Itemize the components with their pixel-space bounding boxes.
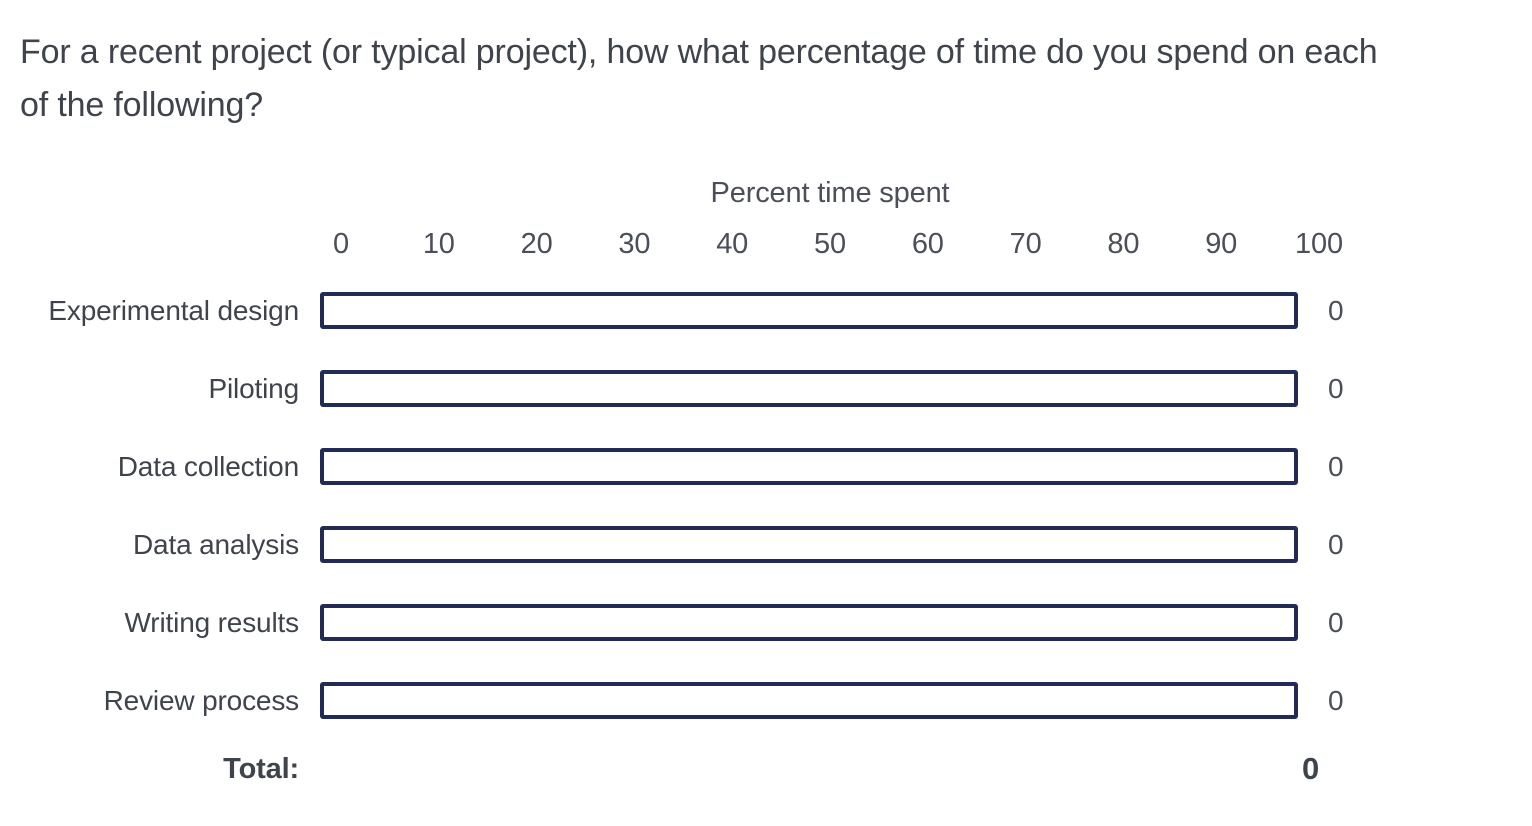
question-line-2: of the following? <box>20 86 263 124</box>
row-value: 0 <box>1328 606 1344 638</box>
question-text: For a recent project (or typical project… <box>20 26 1512 132</box>
row-label: Writing results <box>124 606 300 638</box>
row-label: Experimental design <box>48 294 299 326</box>
axis-tick-label: 90 <box>1205 228 1238 260</box>
slider-track[interactable] <box>320 370 1298 407</box>
slider-row: Data collection 0 <box>20 448 1512 485</box>
question-line-1: For a recent project (or typical project… <box>20 33 1378 71</box>
row-value: 0 <box>1328 372 1344 404</box>
axis-tick-label: 30 <box>618 228 651 260</box>
axis-tick-label: 80 <box>1107 228 1140 260</box>
total-row: Total: 0 <box>20 751 1512 787</box>
row-value: 0 <box>1328 450 1344 482</box>
axis-title: Percent time spent <box>710 177 950 209</box>
row-value: 0 <box>1328 294 1344 326</box>
axis-tick-label: 50 <box>814 228 846 260</box>
axis-tick-label: 40 <box>716 228 749 260</box>
row-value: 0 <box>1328 528 1344 560</box>
row-value: 0 <box>1328 684 1344 716</box>
axis-ticks: 0 10 20 30 40 50 60 70 80 90 100 <box>333 226 1343 262</box>
row-label: Review process <box>103 684 300 716</box>
slider-row: Piloting 0 <box>20 370 1512 407</box>
slider-track[interactable] <box>320 682 1298 719</box>
slider-row: Writing results 0 <box>20 604 1512 641</box>
row-label: Data collection <box>117 450 299 482</box>
total-label: Total: <box>223 752 299 785</box>
slider-row: Data analysis 0 <box>20 526 1512 563</box>
slider-track[interactable] <box>320 526 1298 563</box>
slider-track[interactable] <box>320 604 1298 641</box>
axis-tick-label: 20 <box>520 228 553 260</box>
total-value: 0 <box>1302 751 1320 786</box>
axis-tick-label: 100 <box>1295 228 1343 260</box>
slider-track[interactable] <box>320 448 1298 485</box>
slider-rows: Experimental design 0 Piloting 0 Data co… <box>20 292 1512 719</box>
slider-row: Review process 0 <box>20 682 1512 719</box>
row-label: Data analysis <box>132 528 299 560</box>
row-label: Piloting <box>208 372 299 404</box>
axis-tick-label: 0 <box>333 228 349 260</box>
axis-tick-label: 70 <box>1009 228 1042 260</box>
axis-tick-label: 10 <box>422 228 455 260</box>
axis-tick-label: 60 <box>911 228 944 260</box>
slider-row: Experimental design 0 <box>20 292 1512 329</box>
slider-track[interactable] <box>320 292 1298 329</box>
